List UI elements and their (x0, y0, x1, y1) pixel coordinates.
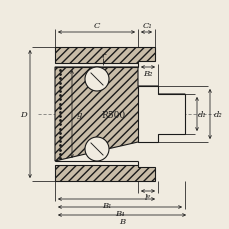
Text: B₄: B₄ (115, 209, 124, 217)
Polygon shape (55, 165, 154, 181)
Polygon shape (137, 87, 184, 142)
Text: B₁: B₁ (101, 201, 111, 209)
Text: C: C (93, 22, 99, 30)
Text: r: r (101, 52, 105, 60)
Polygon shape (55, 68, 184, 161)
Text: lᵍ: lᵍ (144, 193, 150, 201)
Polygon shape (55, 161, 137, 165)
Text: B₂: B₂ (143, 70, 152, 78)
Circle shape (85, 137, 109, 161)
Text: C₁: C₁ (142, 22, 152, 30)
Text: R500: R500 (101, 110, 125, 119)
Polygon shape (55, 48, 154, 64)
Text: g: g (76, 111, 81, 118)
Text: B: B (118, 217, 125, 225)
Text: D: D (19, 111, 26, 118)
Text: d₁: d₁ (197, 111, 205, 118)
Circle shape (85, 68, 109, 92)
Text: d₂: d₂ (213, 111, 221, 118)
Polygon shape (55, 64, 137, 68)
